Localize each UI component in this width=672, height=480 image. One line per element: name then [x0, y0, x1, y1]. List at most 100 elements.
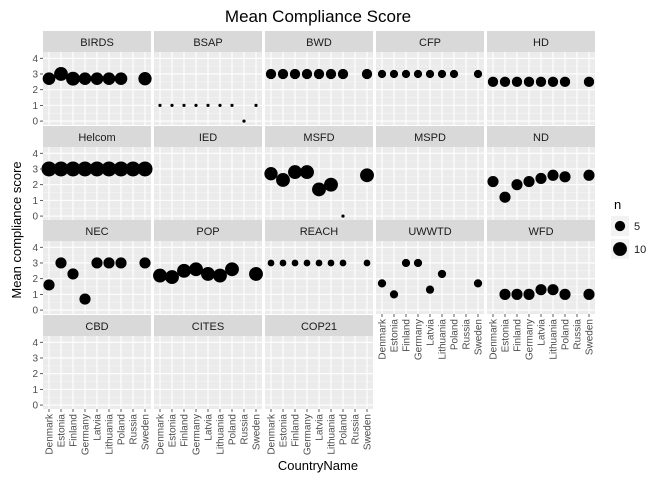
- y-tick-label: 0: [32, 212, 38, 223]
- data-point: [559, 171, 571, 183]
- facet-panel-cites: CITES Denmark Estonia Finland Germany Latvia L…: [154, 315, 263, 455]
- facet-strip-label: CITES: [192, 321, 224, 333]
- y-tick-label: 4: [32, 243, 38, 254]
- data-point: [339, 259, 347, 267]
- facet-panel-helcom: Helcom 0 1 2 3 4: [32, 126, 153, 223]
- facet-strip-label: ND: [533, 132, 549, 144]
- data-point: [315, 259, 323, 267]
- x-tick-label: Lithuania: [105, 414, 116, 455]
- y-tick-label: 3: [32, 353, 38, 364]
- y-tick-label: 0: [32, 306, 38, 317]
- data-point: [43, 279, 55, 291]
- x-tick-label: Finland: [513, 319, 524, 352]
- y-tick-label: 0: [32, 117, 38, 128]
- facet-panel-birds: BIRDS 0 1 2 3 4: [32, 31, 152, 128]
- y-tick-label: 1: [32, 290, 38, 301]
- facet-panel-ied: IED: [154, 126, 262, 220]
- data-point: [547, 169, 559, 181]
- facet-panel-uwwtd: UWWTD Denmark Estonia Finland Germany Latvia L…: [376, 220, 485, 360]
- y-tick-label: 4: [32, 338, 38, 349]
- data-point: [313, 68, 325, 80]
- facet-panel-cbd: CBD 0 1 2 3 4 Denmark Estonia Finland Germany Latv…: [32, 315, 152, 455]
- x-tick-label: Denmark: [378, 318, 389, 360]
- facet-strip-label: POP: [196, 226, 219, 238]
- data-point: [449, 69, 459, 79]
- facet-strip-label: WFD: [528, 226, 553, 238]
- facet-strip: [43, 315, 151, 336]
- data-point: [301, 68, 313, 80]
- data-point: [65, 161, 81, 177]
- data-point: [487, 175, 499, 188]
- y-tick-label: 3: [32, 258, 38, 269]
- x-tick-label: Germany: [414, 319, 425, 360]
- facet-strip-label: MSFD: [303, 132, 334, 144]
- data-point: [194, 103, 198, 107]
- y-tick-label: 3: [32, 164, 38, 175]
- x-tick-label: Sweden: [474, 319, 485, 355]
- data-point: [413, 258, 423, 268]
- facet-panel-cop21: COP21 Denmark Estonia Finland Germany Latvia L…: [265, 315, 374, 455]
- x-tick-label: Denmark: [156, 413, 167, 455]
- x-tick-label: Latvia: [204, 414, 215, 441]
- facet-panel-wfd: WFD Denmark Estonia Finland Germany Latvia Lit…: [487, 220, 596, 360]
- data-point: [437, 69, 447, 79]
- y-tick-label: 4: [32, 54, 38, 65]
- facet-panels: BIRDS 0 1 2 3 4 BSAP BWD CFP HD Helcom 0 1 2 3 4 IED MSFD…: [32, 31, 596, 455]
- data-point: [389, 290, 399, 299]
- data-point: [377, 279, 387, 288]
- data-point: [53, 161, 69, 177]
- facet-panel-reach: REACH: [265, 220, 373, 314]
- x-tick-label: Denmark: [267, 413, 278, 455]
- data-point: [559, 288, 571, 300]
- data-point: [153, 268, 167, 283]
- data-point: [583, 288, 595, 300]
- facet-strip-label: NEC: [85, 226, 108, 238]
- x-tick-label: Russia: [351, 414, 362, 445]
- x-tick-label: Latvia: [93, 414, 104, 441]
- data-point: [189, 262, 203, 277]
- data-point: [79, 293, 91, 305]
- data-point: [276, 173, 290, 187]
- facet-strip-label: REACH: [300, 226, 339, 238]
- facet-strip: [487, 31, 595, 52]
- data-point: [242, 119, 246, 123]
- data-point: [535, 76, 547, 87]
- data-point: [41, 161, 57, 177]
- y-tick-label: 2: [32, 85, 38, 96]
- data-point: [337, 68, 349, 80]
- facet-strip: [265, 315, 373, 336]
- x-tick-label: Sweden: [585, 319, 596, 355]
- y-tick-label: 1: [32, 385, 38, 396]
- facet-strip-label: MSPD: [414, 132, 446, 144]
- data-point: [523, 175, 535, 188]
- x-tick-label: Latvia: [315, 414, 326, 441]
- legend-key-circle: [613, 242, 627, 256]
- data-point: [389, 69, 399, 79]
- data-point: [324, 177, 338, 192]
- x-tick-label: Germany: [303, 414, 314, 455]
- data-point: [139, 257, 151, 269]
- facet-strip: [154, 31, 262, 52]
- data-point: [91, 257, 103, 269]
- data-point: [288, 165, 302, 180]
- data-point: [547, 284, 559, 296]
- data-point: [511, 288, 523, 300]
- x-axis-label: CountryName: [278, 458, 358, 473]
- facet-panel-hd: HD: [487, 31, 595, 125]
- data-point: [89, 161, 105, 177]
- facet-strip: [487, 220, 595, 241]
- data-point: [312, 182, 326, 197]
- data-point: [327, 259, 335, 267]
- legend-label: 10: [634, 244, 646, 256]
- data-point: [325, 68, 337, 80]
- x-tick-label: Poland: [339, 414, 350, 445]
- data-point: [511, 179, 523, 191]
- y-tick-label: 2: [32, 180, 38, 191]
- facet-strip-label: IED: [199, 132, 217, 144]
- data-point: [158, 103, 162, 107]
- y-tick-label: 1: [32, 196, 38, 207]
- data-point: [213, 268, 227, 283]
- facet-strip-label: BSAP: [193, 37, 222, 49]
- data-point: [547, 76, 559, 87]
- data-point: [363, 259, 371, 267]
